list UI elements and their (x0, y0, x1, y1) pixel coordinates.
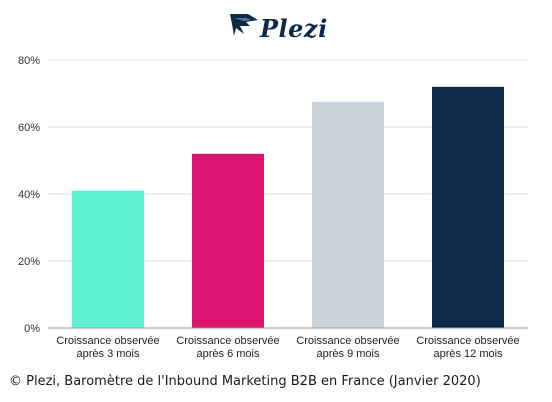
x-tick-label: après 12 mois (433, 348, 503, 360)
x-tick-label: Croissance observée (416, 335, 519, 347)
x-tick-label: après 9 mois (317, 348, 380, 360)
x-tick-label: Croissance observée (296, 335, 399, 347)
x-tick-label: après 6 mois (197, 348, 260, 360)
plezi-bird-icon (230, 14, 258, 36)
bar (312, 101, 384, 328)
x-tick-label: après 3 mois (77, 348, 140, 360)
y-tick-label: 40% (18, 189, 40, 201)
y-tick-label: 60% (18, 122, 40, 134)
plezi-logo-text: Plezi (260, 14, 328, 43)
y-tick-label: 80% (18, 55, 40, 67)
plezi-logo: Plezi (228, 10, 338, 44)
y-tick-label: 0% (24, 323, 40, 335)
bars (72, 86, 504, 328)
bar-chart: 0%20%40%60%80% Croissance observéeaprès … (18, 55, 528, 360)
y-axis-ticks: 0% 20% 40% 60% 80% (18, 55, 40, 335)
x-tick-label: Croissance observée (176, 335, 279, 347)
bar (72, 190, 144, 328)
source-caption: © Plezi, Baromètre de l'Inbound Marketin… (9, 374, 481, 389)
y-tick-label: 20% (18, 256, 40, 268)
bar (432, 86, 504, 328)
bar (192, 153, 264, 328)
x-tick-label: Croissance observée (56, 335, 159, 347)
